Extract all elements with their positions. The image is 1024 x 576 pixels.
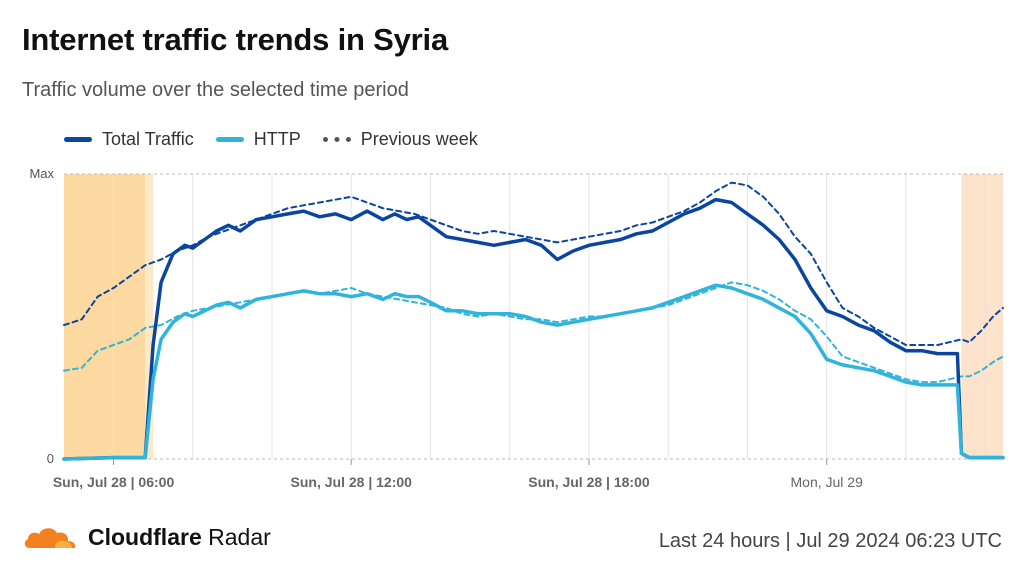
legend-label-previous-week: Previous week <box>360 129 478 149</box>
brand-name: Cloudflare Radar <box>88 523 271 550</box>
legend-label-total-traffic: Total Traffic <box>102 129 194 149</box>
y-tick-label: 0 <box>47 451 54 466</box>
x-tick-label: Sun, Jul 28 | 12:00 <box>291 474 413 490</box>
x-tick-label: Mon, Jul 29 <box>791 474 864 490</box>
page-subtitle: Traffic volume over the selected time pe… <box>22 79 409 101</box>
x-tick-label: Sun, Jul 28 | 06:00 <box>53 474 175 490</box>
series-line-previous-week <box>63 181 1004 346</box>
legend-item-total-traffic[interactable]: Total Traffic <box>64 129 194 150</box>
shaded-region-2 <box>961 174 1003 459</box>
series-line-total-traffic <box>62 197 1005 461</box>
chart-legend: Total Traffic HTTP Previous week <box>64 129 500 150</box>
legend-label-http: HTTP <box>253 129 301 149</box>
legend-item-previous-week[interactable]: Previous week <box>322 129 478 150</box>
series-line-previous-week-http <box>63 281 1004 384</box>
cloudflare-cloud-icon <box>24 528 76 548</box>
legend-swatch-total-traffic <box>64 137 92 142</box>
x-tick-label: Sun, Jul 28 | 18:00 <box>528 474 650 490</box>
shaded-region-0 <box>64 174 146 459</box>
y-tick-label: Max <box>29 166 54 181</box>
shaded-region-1 <box>145 174 154 459</box>
cloudflare-radar-logo[interactable]: Cloudflare Radar <box>22 522 271 552</box>
legend-swatch-http <box>215 137 244 142</box>
time-range-label: Last 24 hours | Jul 29 2024 06:23 UTC <box>658 530 1002 552</box>
legend-item-http[interactable]: HTTP <box>215 129 301 150</box>
traffic-line-chart: 0 Max Sun, Jul 28 | 06:00 Sun, Jul 28 | 12:… <box>29 166 1005 490</box>
page-title: Internet traffic trends in Syria <box>22 22 448 57</box>
series-line-http <box>62 283 1005 461</box>
legend-swatch-previous-week <box>322 137 351 142</box>
